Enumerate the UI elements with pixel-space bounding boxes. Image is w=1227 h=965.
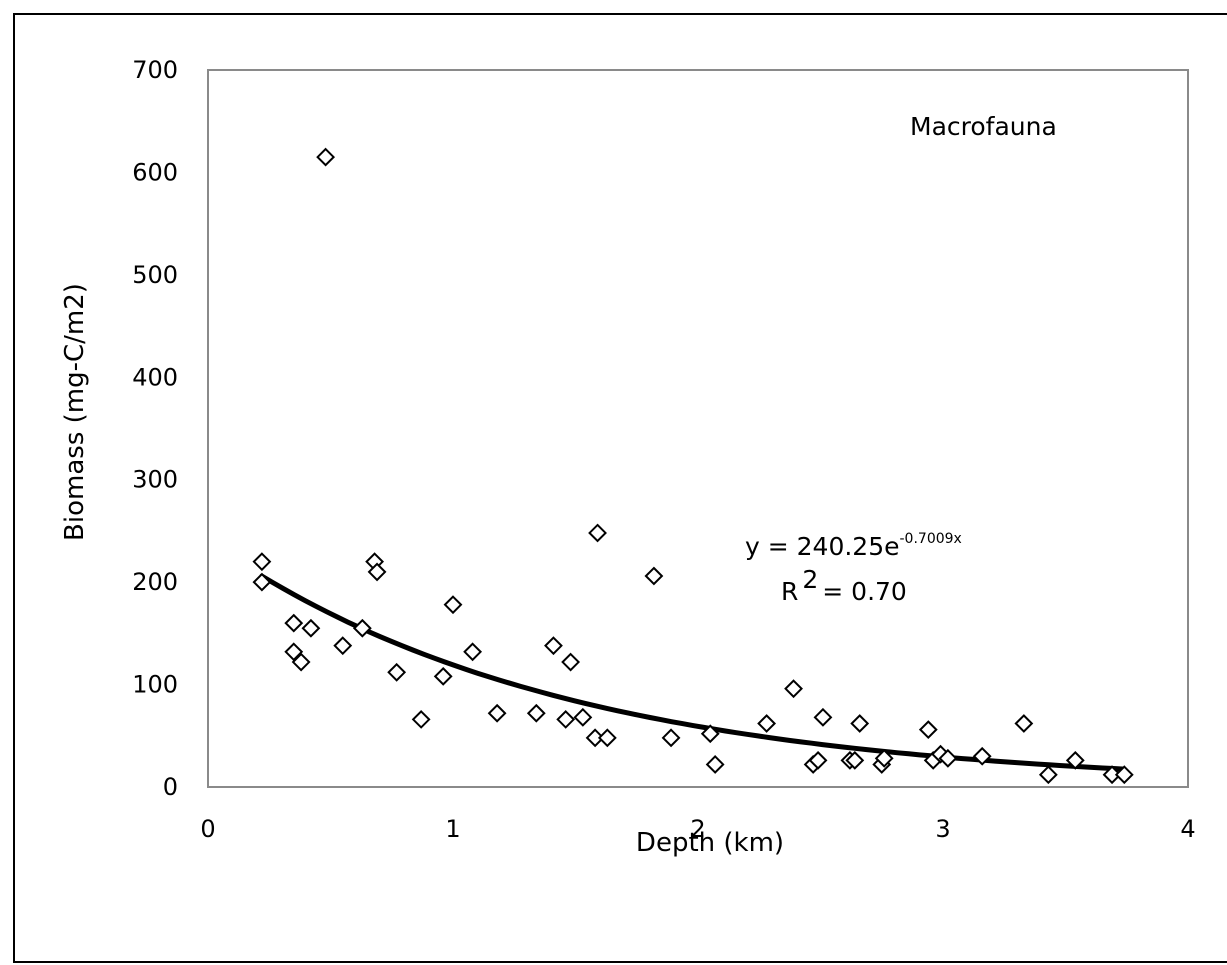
data-point-diamond (411, 709, 431, 729)
x-tick-label: 1 (445, 815, 460, 843)
data-point-diamond (1065, 750, 1085, 770)
data-point-diamond (284, 642, 304, 662)
data-point-diamond (597, 728, 617, 748)
x-tick-label: 3 (935, 815, 950, 843)
series-annotation: Macrofauna (910, 112, 1057, 141)
data-point-diamond (938, 748, 958, 768)
data-point-diamond (1014, 714, 1034, 733)
data-point-diamond (588, 523, 607, 543)
r-squared-value: = 0.70 (822, 577, 907, 606)
data-point-diamond (463, 642, 483, 662)
x-tick-label: 4 (1180, 815, 1195, 843)
data-point-diamond (661, 728, 681, 748)
data-point-diamond (1038, 765, 1058, 785)
plot-area (207, 69, 1189, 788)
data-point-diamond (252, 552, 272, 572)
x-tick-label: 0 (200, 815, 215, 843)
x-tick-label: 2 (690, 815, 705, 843)
data-point-diamond (433, 666, 453, 686)
plot-border (207, 69, 1189, 788)
r-squared-exponent: 2 (802, 565, 818, 594)
y-tick-label: 100 (132, 671, 178, 699)
data-point-diamond (808, 750, 828, 770)
data-points (252, 147, 1134, 785)
r-squared: R 2 = 0.70 (781, 565, 907, 606)
data-point-diamond (526, 703, 546, 723)
data-point-diamond (757, 714, 777, 733)
y-tick-label: 600 (132, 158, 178, 186)
data-point-diamond (316, 147, 336, 167)
y-tick-label: 0 (163, 773, 178, 801)
trend-equation: y = 240.25e-0.7009x (745, 531, 962, 561)
y-tick-label: 200 (132, 568, 178, 596)
data-point-diamond (367, 562, 387, 582)
data-point-diamond (301, 618, 321, 638)
data-point-diamond (700, 724, 720, 744)
chart-frame (13, 13, 1227, 963)
data-point-diamond (784, 679, 803, 699)
data-point-diamond (561, 652, 581, 672)
data-point-diamond (544, 636, 563, 656)
trend-equation-exponent: -0.7009x (900, 531, 962, 547)
data-point-diamond (585, 728, 605, 748)
data-point-diamond (1114, 765, 1134, 785)
y-axis-title: Biomass (mg-C/m2) (60, 283, 90, 541)
data-point-diamond (387, 662, 407, 682)
y-axis-tick-labels: 0 100 200 300 400 500 600 700 (132, 56, 178, 801)
data-point-diamond (487, 703, 507, 723)
data-point-diamond (813, 707, 833, 727)
x-axis-tick-labels: 0 1 2 3 4 (200, 815, 1195, 843)
data-point-diamond (918, 720, 938, 740)
data-point-diamond (1102, 765, 1122, 785)
data-point-diamond (644, 566, 664, 586)
data-point-diamond (252, 572, 272, 592)
data-point-diamond (850, 714, 870, 733)
r-squared-label: R (781, 577, 798, 606)
y-tick-label: 500 (132, 261, 178, 289)
data-point-diamond (573, 707, 593, 727)
data-point-diamond (284, 613, 304, 633)
y-tick-label: 400 (132, 363, 178, 391)
y-tick-label: 700 (132, 56, 178, 84)
data-point-diamond (972, 746, 992, 766)
data-point-diamond (443, 595, 463, 615)
data-point-diamond (352, 618, 372, 638)
data-point-diamond (874, 748, 894, 768)
trend-equation-prefix: y = 240.25e (745, 532, 900, 561)
data-point-diamond (705, 755, 725, 774)
data-point-diamond (556, 709, 576, 729)
data-point-diamond (333, 636, 353, 656)
data-point-diamond (291, 652, 311, 672)
y-tick-label: 300 (132, 466, 178, 494)
x-axis-title: Depth (km) (636, 828, 784, 858)
data-point-diamond (845, 750, 865, 770)
